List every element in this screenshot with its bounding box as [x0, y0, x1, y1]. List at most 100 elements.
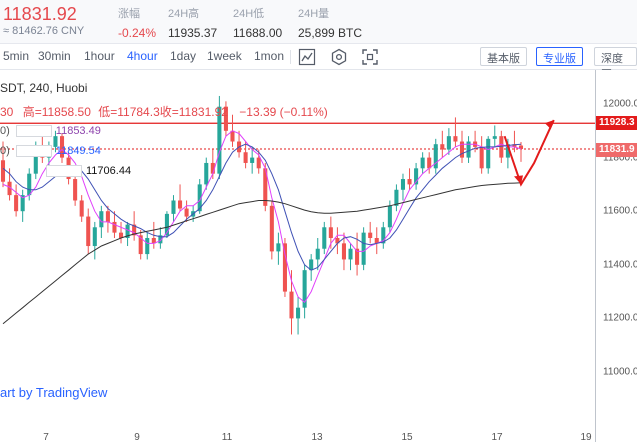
timeframe-4hour[interactable]: 4hour — [127, 49, 158, 63]
y-tick-11400: 11400.0 — [603, 259, 637, 271]
candle-up — [414, 168, 419, 185]
change-ohlc-value: −13.39 (−0.11%) — [239, 105, 328, 119]
candle-up — [466, 141, 471, 158]
candle-down — [282, 243, 287, 292]
candle-up — [33, 146, 38, 174]
candle-down — [132, 224, 137, 236]
high-ohlc-value: 11858.50 — [41, 105, 91, 119]
change-value: -0.24% — [118, 26, 157, 40]
candle-down — [243, 152, 248, 163]
ma-fast-settings[interactable] — [15, 125, 52, 138]
y-tick-11800: 11800.0 — [603, 152, 637, 164]
candle-style-icon[interactable] — [298, 48, 316, 66]
fullscreen-icon[interactable] — [361, 48, 379, 66]
open-value: 30 — [0, 105, 14, 119]
ma-mid-settings[interactable] — [15, 145, 52, 158]
candle-down — [86, 216, 91, 247]
candle-down — [459, 141, 465, 158]
candle-down — [355, 248, 360, 265]
timeframe-1hour[interactable]: 1hour — [84, 49, 115, 63]
candle-up — [197, 184, 202, 212]
candle-down — [73, 179, 78, 201]
candle-down — [230, 130, 235, 142]
volume-stat: 24H量 25,899 BTC — [298, 5, 362, 40]
last-price: 11831.92 — [3, 4, 77, 24]
timeframe-30min[interactable]: 30min — [38, 49, 71, 63]
candle-up — [420, 157, 425, 169]
candle-up — [217, 106, 222, 174]
ohlc-legend: SDT, 240, Huobi 30 高=11858.50 低=11784.3收… — [0, 81, 328, 120]
candle-down — [407, 179, 412, 185]
x-tick-9: 9 — [134, 432, 140, 442]
chart-plot-area[interactable] — [0, 70, 595, 426]
candle-up — [315, 248, 320, 260]
candle-up — [27, 173, 32, 196]
ma-fast-line — [2, 130, 522, 304]
candle-down — [427, 157, 432, 169]
candle-down — [499, 136, 504, 158]
arrow-head — [544, 120, 554, 130]
candle-up — [296, 307, 301, 319]
ma-row-fast[interactable]: 0) 11853.49 — [0, 125, 101, 138]
candle-down — [59, 136, 65, 158]
price-chart[interactable]: SDT, 240, Huobi 30 高=11858.50 低=11784.3收… — [0, 70, 637, 442]
ohlc-values: 30 高=11858.50 低=11784.3收=11831.92 −13.39… — [0, 103, 328, 120]
ma-row-mid[interactable]: 0) 11849.54 — [0, 145, 101, 158]
candle-up — [400, 179, 406, 190]
arrow-head — [514, 175, 523, 185]
candle-down — [118, 232, 124, 238]
ma-slow-line — [2, 182, 522, 325]
ma-slow-settings[interactable] — [46, 165, 82, 178]
candle-down — [269, 205, 274, 252]
candle-down — [7, 181, 12, 196]
candle-up — [433, 144, 438, 169]
view-basic-button[interactable]: 基本版 — [480, 47, 527, 66]
close-ohlc-value: 11831.92 — [178, 105, 228, 119]
price-axis[interactable] — [595, 70, 637, 442]
candle-down — [184, 208, 189, 217]
low-key: 低= — [98, 105, 118, 119]
tradingview-credit[interactable]: art by TradingView — [0, 385, 108, 400]
x-tick-13: 13 — [311, 432, 323, 442]
candle-down — [178, 200, 183, 209]
ma-slow-value: 11706.44 — [86, 165, 132, 177]
cny-equivalent: ≈ 81462.76 CNY — [3, 25, 85, 37]
candle-up — [53, 136, 58, 147]
timeframe-1mon[interactable]: 1mon — [254, 49, 285, 63]
upper-level-price-tag: 11928.3 — [596, 116, 637, 130]
candle-down — [112, 221, 117, 233]
candle-up — [505, 144, 510, 158]
ma-mid-value: 11849.54 — [55, 145, 101, 157]
candle-up — [348, 248, 353, 260]
ma-row-slow[interactable]: 11706.44 — [46, 165, 132, 178]
view-pro-button[interactable]: 专业版 — [536, 47, 583, 66]
candle-up — [492, 136, 497, 139]
candle-down — [479, 146, 484, 169]
ma-fast-value: 11853.49 — [55, 125, 101, 137]
candle-up — [20, 195, 25, 212]
timeframe-1week[interactable]: 1week — [207, 49, 242, 63]
candle-down — [512, 144, 517, 147]
candle-up — [394, 189, 399, 206]
candle-up — [99, 211, 104, 228]
chart-toolbar: 5min 30min 1hour 4hour 1day 1week 1mon 基… — [0, 44, 637, 81]
view-depth-button[interactable]: 深度图 — [594, 47, 637, 81]
candle-down — [256, 157, 261, 169]
candle-up — [302, 270, 307, 308]
low-ohlc-value: 11784.3 — [117, 105, 160, 119]
timeframe-5min[interactable]: 5min — [3, 49, 30, 63]
candle-up — [164, 213, 169, 236]
volume-label: 24H量 — [298, 8, 330, 20]
candle-down — [328, 227, 333, 238]
timeframe-1day[interactable]: 1day — [170, 49, 197, 63]
indicators-icon[interactable] — [330, 48, 348, 66]
candle-down — [440, 144, 445, 150]
ma-mid-prefix: 0) — [0, 145, 10, 157]
y-tick-12000: 12000.0 — [603, 98, 637, 110]
candle-up — [145, 238, 150, 255]
candle-up — [322, 227, 327, 249]
high-key: 高= — [22, 105, 42, 119]
drawn-arrow-annotation — [503, 119, 555, 187]
x-tick-11: 11 — [221, 432, 233, 442]
candle-down — [0, 160, 6, 182]
